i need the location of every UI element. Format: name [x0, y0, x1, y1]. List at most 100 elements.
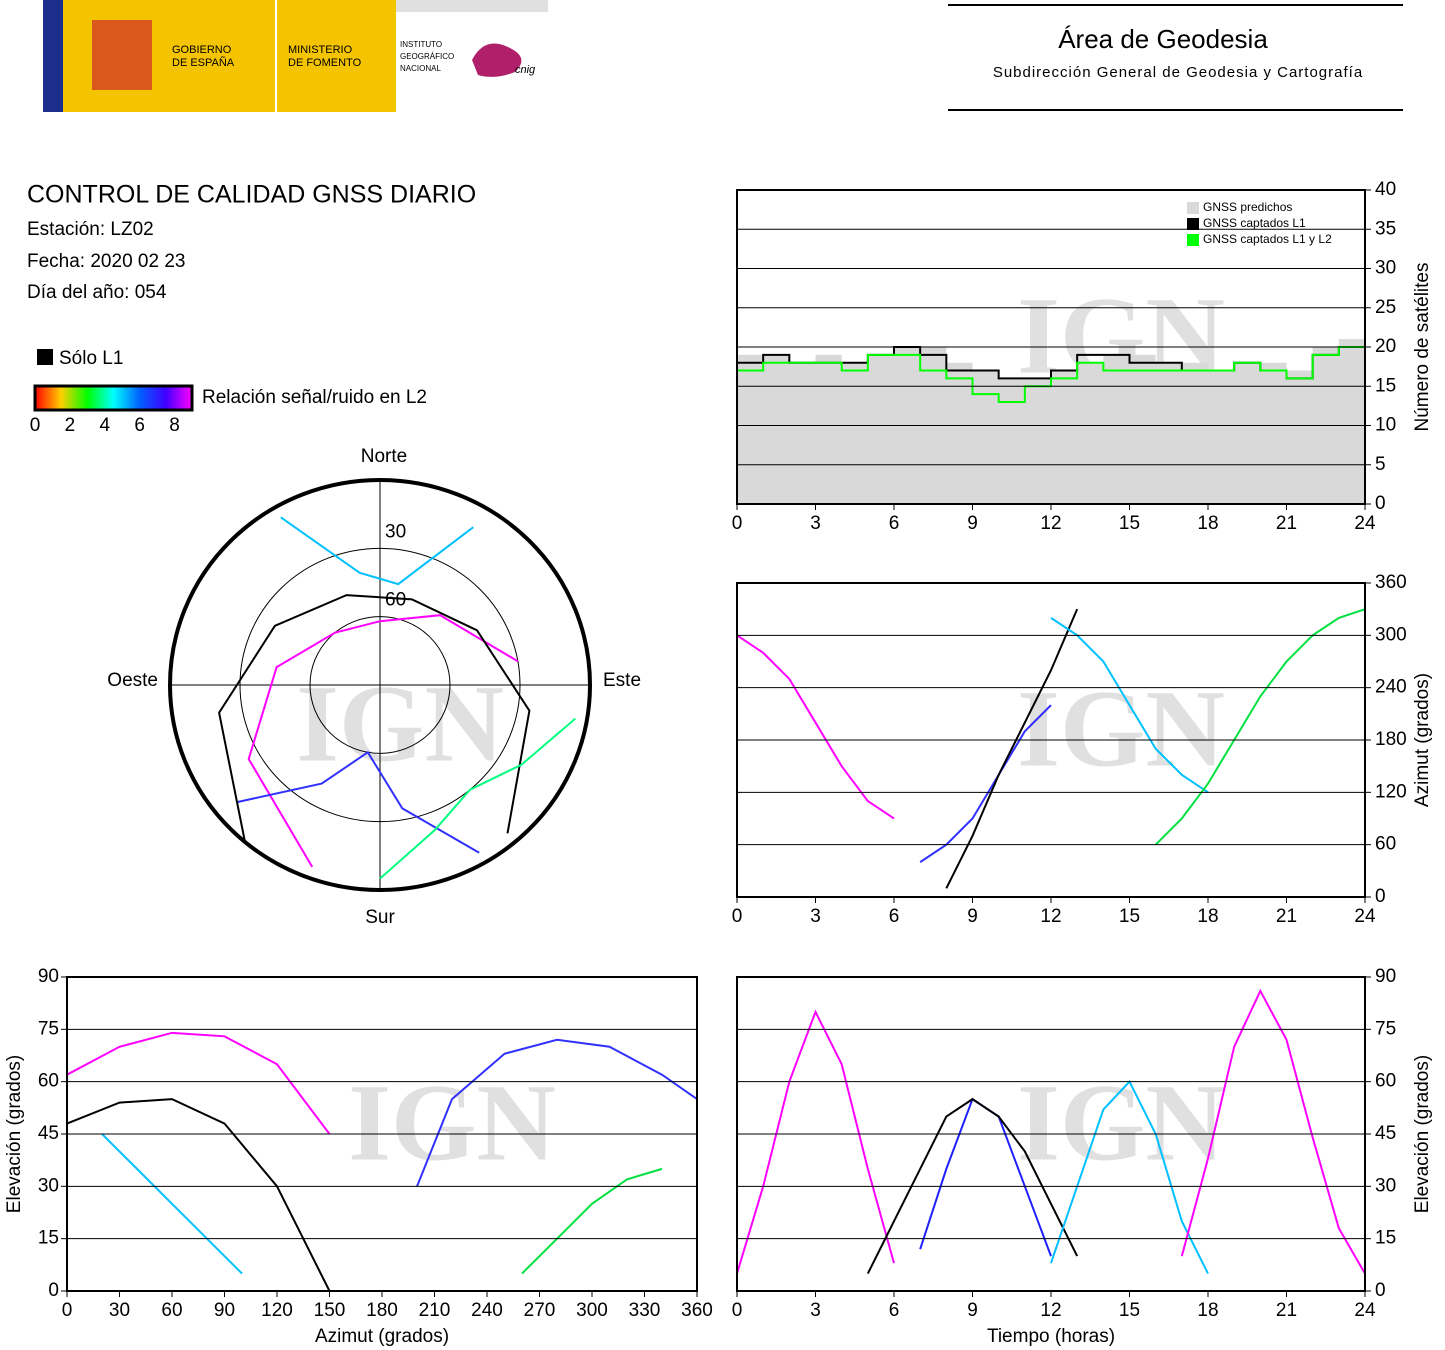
logo-text: MINISTERIO — [288, 44, 353, 56]
logo-text: GOBIERNO — [172, 44, 232, 56]
line — [66, 1031, 331, 1135]
report-date: Fecha: 2020 02 23 — [27, 251, 185, 272]
line — [521, 1167, 663, 1275]
y-tick-label: 75 — [38, 1018, 59, 1039]
watermark: IGN — [1017, 667, 1225, 789]
x-tick-label: 9 — [967, 906, 978, 927]
y-tick-label: 30 — [1375, 1175, 1396, 1196]
x-tick-label: 12 — [1040, 1300, 1061, 1321]
x-tick-label: 21 — [1276, 1300, 1297, 1321]
y-tick-label: 60 — [38, 1071, 59, 1092]
legend-label: GNSS captados L1 — [1203, 216, 1306, 230]
legend-label: Relación señal/ruido en L2 — [202, 387, 427, 408]
x-tick-label: 0 — [732, 513, 743, 534]
x-tick-label: 9 — [967, 1300, 978, 1321]
plot-frame — [736, 582, 1366, 898]
cnig-logo — [472, 43, 522, 77]
colorbar-tick-label: 8 — [169, 415, 180, 436]
y-tick-label: 20 — [1375, 336, 1396, 357]
snr-colorbar — [33, 384, 194, 412]
y-tick-label: 25 — [1375, 297, 1396, 318]
x-tick-label: 150 — [314, 1300, 346, 1321]
line — [1154, 608, 1366, 846]
y-tick-label: 45 — [1375, 1123, 1396, 1144]
x-tick-label: 3 — [810, 513, 821, 534]
y-tick-label: 180 — [1375, 729, 1407, 750]
coat-of-arms — [92, 20, 152, 90]
line — [416, 1038, 698, 1187]
y-axis-label: Número de satélites — [1412, 263, 1433, 432]
watermark: IGN — [1017, 1061, 1225, 1183]
x-tick-label: 12 — [1040, 513, 1061, 534]
y-tick-label: 0 — [1375, 1280, 1386, 1301]
x-tick-label: 0 — [62, 1300, 73, 1321]
x-axis-label: Azimut (grados) — [315, 1326, 449, 1347]
colorbar-tick-label: 0 — [30, 415, 41, 436]
watermark: IGN — [296, 662, 504, 784]
legend-label: GNSS predichos — [1203, 200, 1292, 214]
line — [66, 1098, 331, 1292]
compass-label: Sur — [365, 907, 395, 928]
compass-label: Este — [603, 670, 641, 691]
legend-swatch — [37, 349, 53, 365]
logo-text: GEOGRÁFICO — [400, 52, 454, 61]
plot-frame — [736, 976, 1366, 1292]
x-tick-label: 60 — [161, 1300, 182, 1321]
track — [236, 750, 480, 854]
logo-text: DE FOMENTO — [288, 57, 362, 69]
report-station: Estación: LZ02 — [27, 219, 154, 240]
area — [737, 339, 1365, 504]
chart: IGN 0 15 30 45 60 75 90 0 30 60 90 120 150 180 210 240 27… — [4, 966, 713, 1347]
logo-text: cnig — [515, 64, 536, 76]
header-title: Área de Geodesia — [1058, 24, 1268, 54]
logo-stripe — [43, 0, 63, 112]
x-tick-label: 15 — [1119, 513, 1140, 534]
y-tick-label: 10 — [1375, 415, 1396, 436]
x-tick-label: 18 — [1197, 513, 1218, 534]
y-tick-label: 40 — [1375, 179, 1396, 200]
x-tick-label: 360 — [681, 1300, 713, 1321]
y-tick-label: 15 — [38, 1228, 59, 1249]
x-tick-label: 24 — [1354, 1300, 1376, 1321]
ring-label: 30 — [385, 521, 406, 542]
legend-label: Sólo L1 — [59, 348, 123, 369]
y-tick-label: 0 — [48, 1280, 59, 1301]
x-tick-label: 15 — [1119, 906, 1140, 927]
y-tick-label: 60 — [1375, 834, 1396, 855]
y-tick-label: 0 — [1375, 493, 1386, 514]
x-tick-label: 3 — [810, 1300, 821, 1321]
y-tick-label: 0 — [1375, 886, 1386, 907]
x-tick-label: 18 — [1197, 906, 1218, 927]
line — [1180, 988, 1366, 1275]
y-tick-label: 75 — [1375, 1018, 1396, 1039]
y-tick-label: 45 — [38, 1123, 59, 1144]
track — [247, 614, 519, 868]
x-tick-label: 12 — [1040, 906, 1061, 927]
colorbar-tick-label: 2 — [65, 415, 76, 436]
line — [737, 346, 1366, 403]
legend-swatch — [1187, 202, 1199, 214]
chart: IGN 0 15 30 45 60 75 90 0 3 6 9 12 15 18 21 24 Tiempo (ho… — [732, 966, 1433, 1347]
x-tick-label: 3 — [810, 906, 821, 927]
track — [379, 717, 576, 880]
legend-label: GNSS captados L1 y L2 — [1203, 232, 1332, 246]
x-tick-label: 30 — [109, 1300, 130, 1321]
y-tick-label: 30 — [38, 1175, 59, 1196]
y-tick-label: 300 — [1375, 624, 1407, 645]
plot-frame — [736, 189, 1366, 505]
line — [919, 704, 1052, 863]
ring-label: 60 — [385, 590, 406, 611]
x-tick-label: 6 — [889, 513, 900, 534]
x-axis-label: Tiempo (horas) — [987, 1326, 1115, 1347]
y-tick-label: 90 — [1375, 966, 1396, 987]
x-tick-label: 300 — [576, 1300, 608, 1321]
compass-label: Oeste — [107, 670, 158, 691]
x-tick-label: 330 — [629, 1300, 661, 1321]
logo-text: DE ESPAÑA — [172, 56, 235, 69]
y-tick-label: 30 — [1375, 258, 1396, 279]
watermark: IGN — [348, 1061, 556, 1183]
logo-text: INSTITUTO — [400, 40, 442, 49]
y-tick-label: 90 — [38, 966, 59, 987]
